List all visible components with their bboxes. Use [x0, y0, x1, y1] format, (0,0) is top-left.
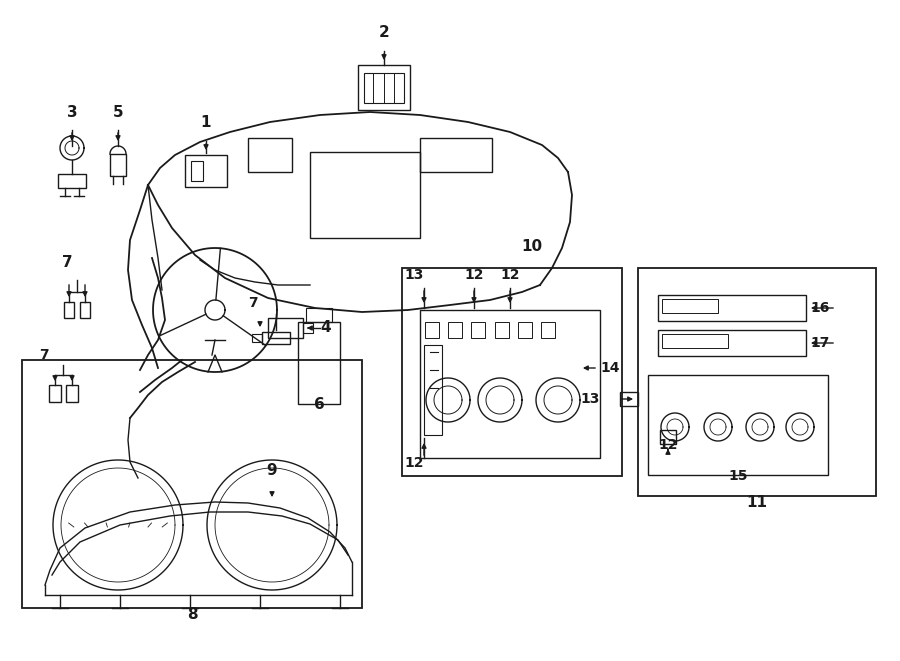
Text: 3: 3 [67, 105, 77, 120]
Text: 12: 12 [404, 456, 424, 470]
Text: 8: 8 [186, 607, 197, 622]
Text: 4: 4 [320, 321, 330, 336]
Text: 12: 12 [658, 438, 678, 452]
Text: 1: 1 [201, 115, 212, 130]
Text: 17: 17 [810, 336, 830, 350]
Text: 11: 11 [746, 495, 768, 510]
Text: 7: 7 [40, 348, 49, 362]
Text: 7: 7 [62, 255, 72, 270]
Text: 12: 12 [464, 268, 484, 282]
Text: 7: 7 [248, 296, 257, 310]
Text: 14: 14 [600, 361, 619, 375]
Text: 6: 6 [313, 397, 324, 412]
Text: 16: 16 [810, 301, 830, 315]
Text: 13: 13 [580, 392, 600, 406]
Text: 15: 15 [728, 469, 748, 483]
Text: 2: 2 [379, 25, 390, 40]
Text: 9: 9 [266, 463, 277, 478]
Text: 13: 13 [404, 268, 424, 282]
Text: 12: 12 [500, 268, 520, 282]
Text: 5: 5 [112, 105, 123, 120]
Text: 10: 10 [521, 239, 543, 254]
